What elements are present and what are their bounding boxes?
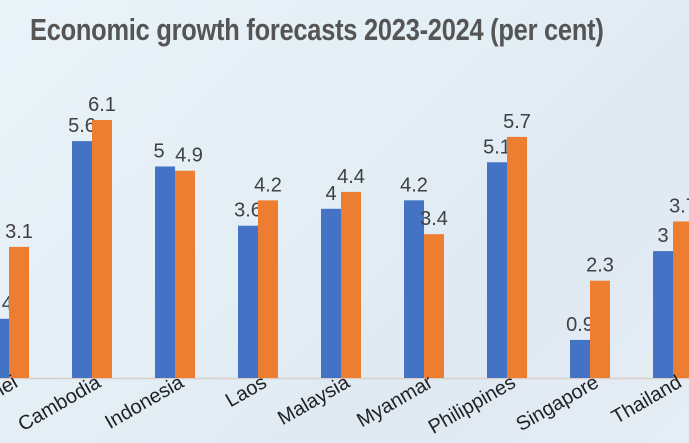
data-label: 4.4 <box>337 166 365 188</box>
data-label: 4.2 <box>254 174 282 196</box>
data-label: 5.1 <box>483 136 511 158</box>
category-label: Singapore <box>513 371 603 436</box>
category-label: Thailand <box>608 371 685 428</box>
data-label: 5 <box>153 141 164 163</box>
bar-thailand-series-2 <box>673 221 689 378</box>
bar-malaysia-series-2 <box>341 191 361 378</box>
bar-indonesia-series-2 <box>175 170 195 378</box>
bar-laos-series-1 <box>238 225 258 378</box>
bar-cambodia-series-1 <box>72 141 92 378</box>
data-label: 3.1 <box>5 221 33 243</box>
bar-myanmar-series-2 <box>424 234 444 378</box>
chart-title: Economic growth forecasts 2023-2024 (per… <box>30 12 604 47</box>
data-label: 4.2 <box>400 174 428 196</box>
data-label: 2.3 <box>586 255 614 277</box>
category-label: Philippines <box>425 371 520 438</box>
bar-cambodia-series-2 <box>92 119 112 378</box>
bar-singapore-series-2 <box>590 280 610 378</box>
data-label: 5.6 <box>68 115 96 137</box>
bar-myanmar-series-1 <box>404 200 424 378</box>
category-label: Indonesia <box>101 371 188 434</box>
bar-malaysia-series-1 <box>321 208 341 378</box>
data-label: 3.6 <box>234 200 262 222</box>
bar-brunei-series-1 <box>0 318 9 378</box>
data-label: 3.4 <box>420 208 448 230</box>
bar-thailand-series-1 <box>653 251 673 378</box>
bar-singapore-series-1 <box>570 339 590 378</box>
data-label: 4 <box>325 183 336 205</box>
bar-philippines-series-1 <box>487 162 507 378</box>
bar-philippines-series-2 <box>507 136 527 378</box>
data-label: 4.9 <box>175 145 203 167</box>
bar-indonesia-series-1 <box>155 166 175 378</box>
category-label: Cambodia <box>15 371 106 436</box>
bar-laos-series-2 <box>258 200 278 378</box>
bar-brunei-series-2 <box>9 246 29 378</box>
category-label: Malaysia <box>274 371 354 430</box>
data-label: 6.1 <box>88 94 116 116</box>
category-label: Myanmar <box>353 371 436 432</box>
data-label: 0.9 <box>566 314 594 336</box>
data-label: 3 <box>657 225 668 247</box>
data-label: 5.7 <box>503 111 531 133</box>
data-label: 3.7 <box>669 195 689 217</box>
